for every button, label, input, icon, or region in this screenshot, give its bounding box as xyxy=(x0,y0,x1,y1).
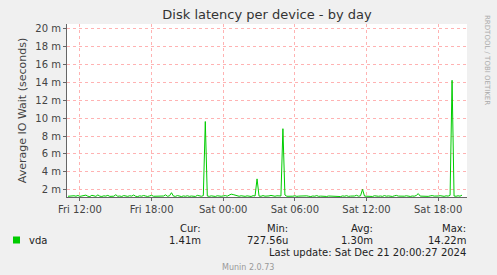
svg-text:Disk latency per device - by d: Disk latency per device - by day xyxy=(162,7,372,22)
svg-text:Sat 12:00: Sat 12:00 xyxy=(342,204,390,215)
svg-text:vda: vda xyxy=(29,235,47,246)
svg-text:Cur:: Cur: xyxy=(180,223,201,234)
svg-text:8 m: 8 m xyxy=(42,131,61,142)
svg-text:RRDTOOL / TOBI OETIKER: RRDTOOL / TOBI OETIKER xyxy=(483,15,491,105)
svg-text:Sat 18:00: Sat 18:00 xyxy=(414,204,462,215)
svg-text:2 m: 2 m xyxy=(42,184,61,195)
svg-text:Average IO Wait (seconds): Average IO Wait (seconds) xyxy=(16,38,29,183)
svg-text:6 m: 6 m xyxy=(42,148,61,159)
svg-text:Sat 00:00: Sat 00:00 xyxy=(199,204,247,215)
svg-text:10 m: 10 m xyxy=(35,113,61,124)
svg-text:727.56u: 727.56u xyxy=(247,235,288,246)
svg-text:Fri 12:00: Fri 12:00 xyxy=(58,204,102,215)
svg-text:Last update: Sat Dec 21 20:00:: Last update: Sat Dec 21 20:00:27 2024 xyxy=(269,247,466,258)
svg-text:16 m: 16 m xyxy=(35,59,61,70)
svg-text:14.22m: 14.22m xyxy=(428,235,466,246)
svg-text:4 m: 4 m xyxy=(42,166,61,177)
svg-text:Fri 18:00: Fri 18:00 xyxy=(130,204,174,215)
svg-text:1.41m: 1.41m xyxy=(169,235,201,246)
svg-text:Max:: Max: xyxy=(442,223,466,234)
svg-text:1.30m: 1.30m xyxy=(341,235,373,246)
svg-text:Sat 06:00: Sat 06:00 xyxy=(271,204,319,215)
svg-text:Avg:: Avg: xyxy=(351,223,373,234)
svg-text:20 m: 20 m xyxy=(35,23,61,34)
svg-text:12 m: 12 m xyxy=(35,95,61,106)
svg-text:Munin 2.0.73: Munin 2.0.73 xyxy=(222,263,274,272)
svg-text:14 m: 14 m xyxy=(35,77,61,88)
svg-text:18 m: 18 m xyxy=(35,41,61,52)
svg-text:Min:: Min: xyxy=(267,223,288,234)
